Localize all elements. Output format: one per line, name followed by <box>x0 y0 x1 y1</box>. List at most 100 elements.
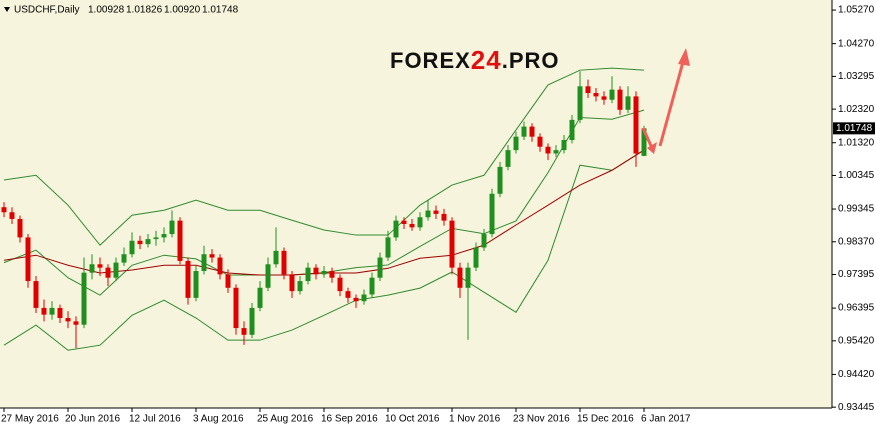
ohlc-open: 1.00928 <box>88 5 125 16</box>
candle-body <box>49 307 55 315</box>
indicator-line <box>3 67 645 246</box>
candle-body <box>449 220 455 268</box>
candle-body <box>185 260 191 298</box>
annotation-arrow <box>641 127 654 149</box>
y-tick-label: 0.97395 <box>838 269 875 280</box>
candle-body <box>497 166 503 194</box>
candle-body <box>545 146 551 154</box>
candle-body <box>465 267 471 288</box>
candle-body <box>489 193 495 235</box>
candle-body <box>361 294 367 302</box>
candle-body <box>297 281 303 292</box>
candle-body <box>473 247 479 268</box>
candle-body <box>425 210 431 218</box>
candle-body <box>617 89 623 110</box>
annotation-arrow <box>658 61 685 147</box>
candle-body <box>481 234 487 248</box>
candle-body <box>313 267 319 275</box>
candle-body <box>385 237 391 258</box>
x-tick-label: 25 Aug 2016 <box>257 414 314 425</box>
candle-body <box>273 250 279 265</box>
candle-body <box>625 96 631 110</box>
candle-body <box>441 213 447 221</box>
candle-body <box>609 89 615 100</box>
candle-body <box>89 264 95 273</box>
candle-body <box>537 136 543 147</box>
x-tick-label: 16 Sep 2016 <box>321 414 378 425</box>
current-price-box <box>833 122 875 135</box>
candle-body <box>433 210 439 214</box>
y-tick-label: 1.02320 <box>838 104 875 115</box>
candle-body <box>9 212 15 219</box>
candle-body <box>1 207 7 213</box>
x-tick-label: 6 Jan 2017 <box>641 414 691 425</box>
candle-body <box>41 307 47 315</box>
x-tick-label: 20 Jun 2016 <box>65 414 120 425</box>
candle-body <box>505 150 511 167</box>
candle-body <box>513 136 519 151</box>
x-tick-label: 3 Aug 2016 <box>193 414 244 425</box>
candle-body <box>329 270 335 278</box>
candle-body <box>281 250 287 275</box>
candle-body <box>569 119 575 141</box>
ohlc-low: 1.00920 <box>164 5 201 16</box>
y-tick-label: 1.04270 <box>838 38 875 49</box>
candle-body <box>225 274 231 288</box>
candle-body <box>289 274 295 292</box>
y-tick-label: 0.95420 <box>838 335 875 346</box>
x-tick-label: 15 Dec 2016 <box>577 414 634 425</box>
candle-body <box>201 254 207 271</box>
annotation-arrowhead <box>678 48 690 66</box>
y-tick-label: 0.94420 <box>838 369 875 380</box>
watermark: FOREX24.PRO <box>390 45 560 75</box>
candle-body <box>337 277 343 292</box>
ohlc-close: 1.01748 <box>202 5 239 16</box>
candle-body <box>417 217 423 228</box>
candle-body <box>137 240 143 245</box>
candle-body <box>393 220 399 238</box>
candle-body <box>577 86 583 120</box>
candle-body <box>345 291 351 298</box>
candle-body <box>217 257 223 275</box>
candle-body <box>233 287 239 329</box>
candle-body <box>529 126 535 137</box>
candle-body <box>145 239 151 245</box>
candle-body <box>257 287 263 308</box>
candle-body <box>401 220 407 224</box>
symbol-label: USDCHF,Daily <box>14 5 80 16</box>
candle-body <box>81 272 87 325</box>
menu-triangle <box>4 7 10 12</box>
candle-body <box>113 262 119 278</box>
candle-body <box>409 223 415 228</box>
candle-body <box>17 218 23 238</box>
candle-body <box>353 297 359 302</box>
ohlc-high: 1.01826 <box>126 5 163 16</box>
candle-body <box>25 237 31 282</box>
current-price-label: 1.01748 <box>836 123 873 134</box>
watermark-part: .PRO <box>502 48 560 73</box>
candle-body <box>129 240 135 255</box>
candle-body <box>593 93 599 97</box>
candle-body <box>457 267 463 288</box>
candle-body <box>369 277 375 295</box>
candle-body <box>601 96 607 100</box>
watermark-part: 24 <box>471 45 502 75</box>
candle-body <box>97 264 103 268</box>
watermark-part: FOREX <box>390 48 471 73</box>
candle-body <box>209 254 215 258</box>
candle-body <box>121 254 127 263</box>
y-tick-label: 0.96395 <box>838 303 875 314</box>
candle-body <box>57 307 63 319</box>
candle-body <box>377 257 383 278</box>
indicator-line <box>3 149 645 351</box>
candle-body <box>585 86 591 94</box>
y-tick-label: 1.00345 <box>838 170 875 181</box>
marks <box>1 67 647 351</box>
candle-body <box>641 128 647 156</box>
plot-area <box>0 0 832 408</box>
x-tick-label: 10 Oct 2016 <box>385 414 440 425</box>
candle-body <box>305 267 311 282</box>
candle-body <box>65 318 71 322</box>
candle-body <box>265 264 271 288</box>
annotation-arrowhead <box>647 142 657 154</box>
